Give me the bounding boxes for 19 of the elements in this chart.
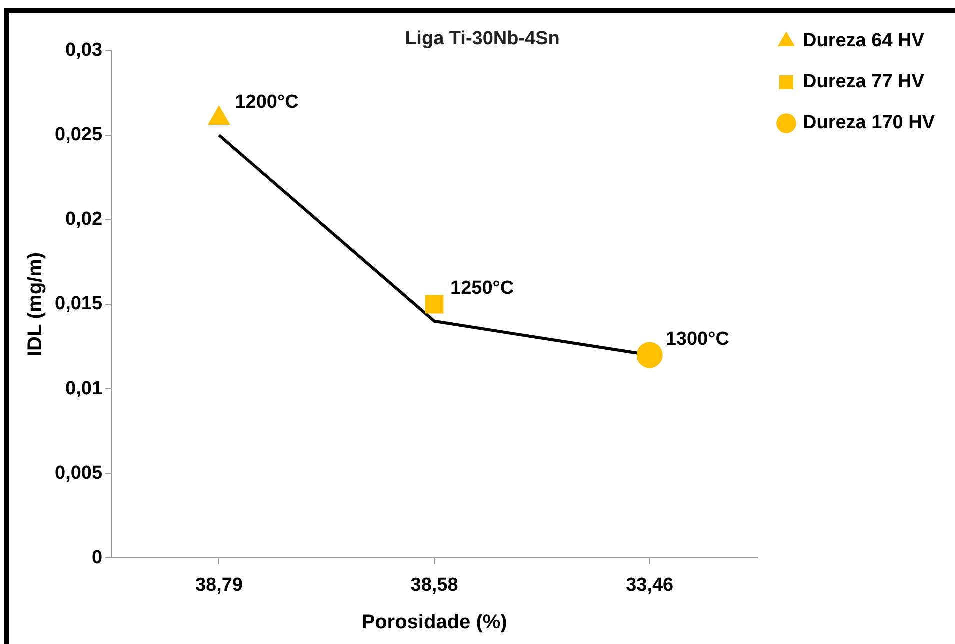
y-tick-label: 0,01: [66, 378, 103, 400]
y-tick-label: 0,015: [55, 294, 103, 315]
legend-label: Dureza 170 HV: [802, 112, 936, 134]
chart-title: Liga Ti-30Nb-4Sn: [405, 28, 560, 50]
y-tick-label: 0,005: [55, 462, 103, 484]
x-tick-label: 38,58: [410, 574, 458, 596]
annotation: 1200°C: [235, 92, 300, 114]
y-tick-label: 0,025: [55, 124, 103, 146]
annotation: 1300°C: [666, 328, 730, 350]
x-axis-title: Porosidade (%): [362, 612, 508, 634]
x-tick-label: 38,79: [195, 574, 243, 596]
y-tick-label: 0: [92, 547, 103, 568]
legend-label: Dureza 64 HV: [802, 30, 925, 52]
annotation: 1250°C: [450, 278, 514, 300]
x-tick-label: 33,46: [626, 574, 674, 596]
y-axis-title: IDL (mg/m): [24, 252, 47, 357]
y-tick-label: 0,02: [66, 209, 103, 230]
y-tick-label: 0,03: [66, 40, 103, 62]
legend-label: Dureza 77 HV: [802, 72, 925, 93]
